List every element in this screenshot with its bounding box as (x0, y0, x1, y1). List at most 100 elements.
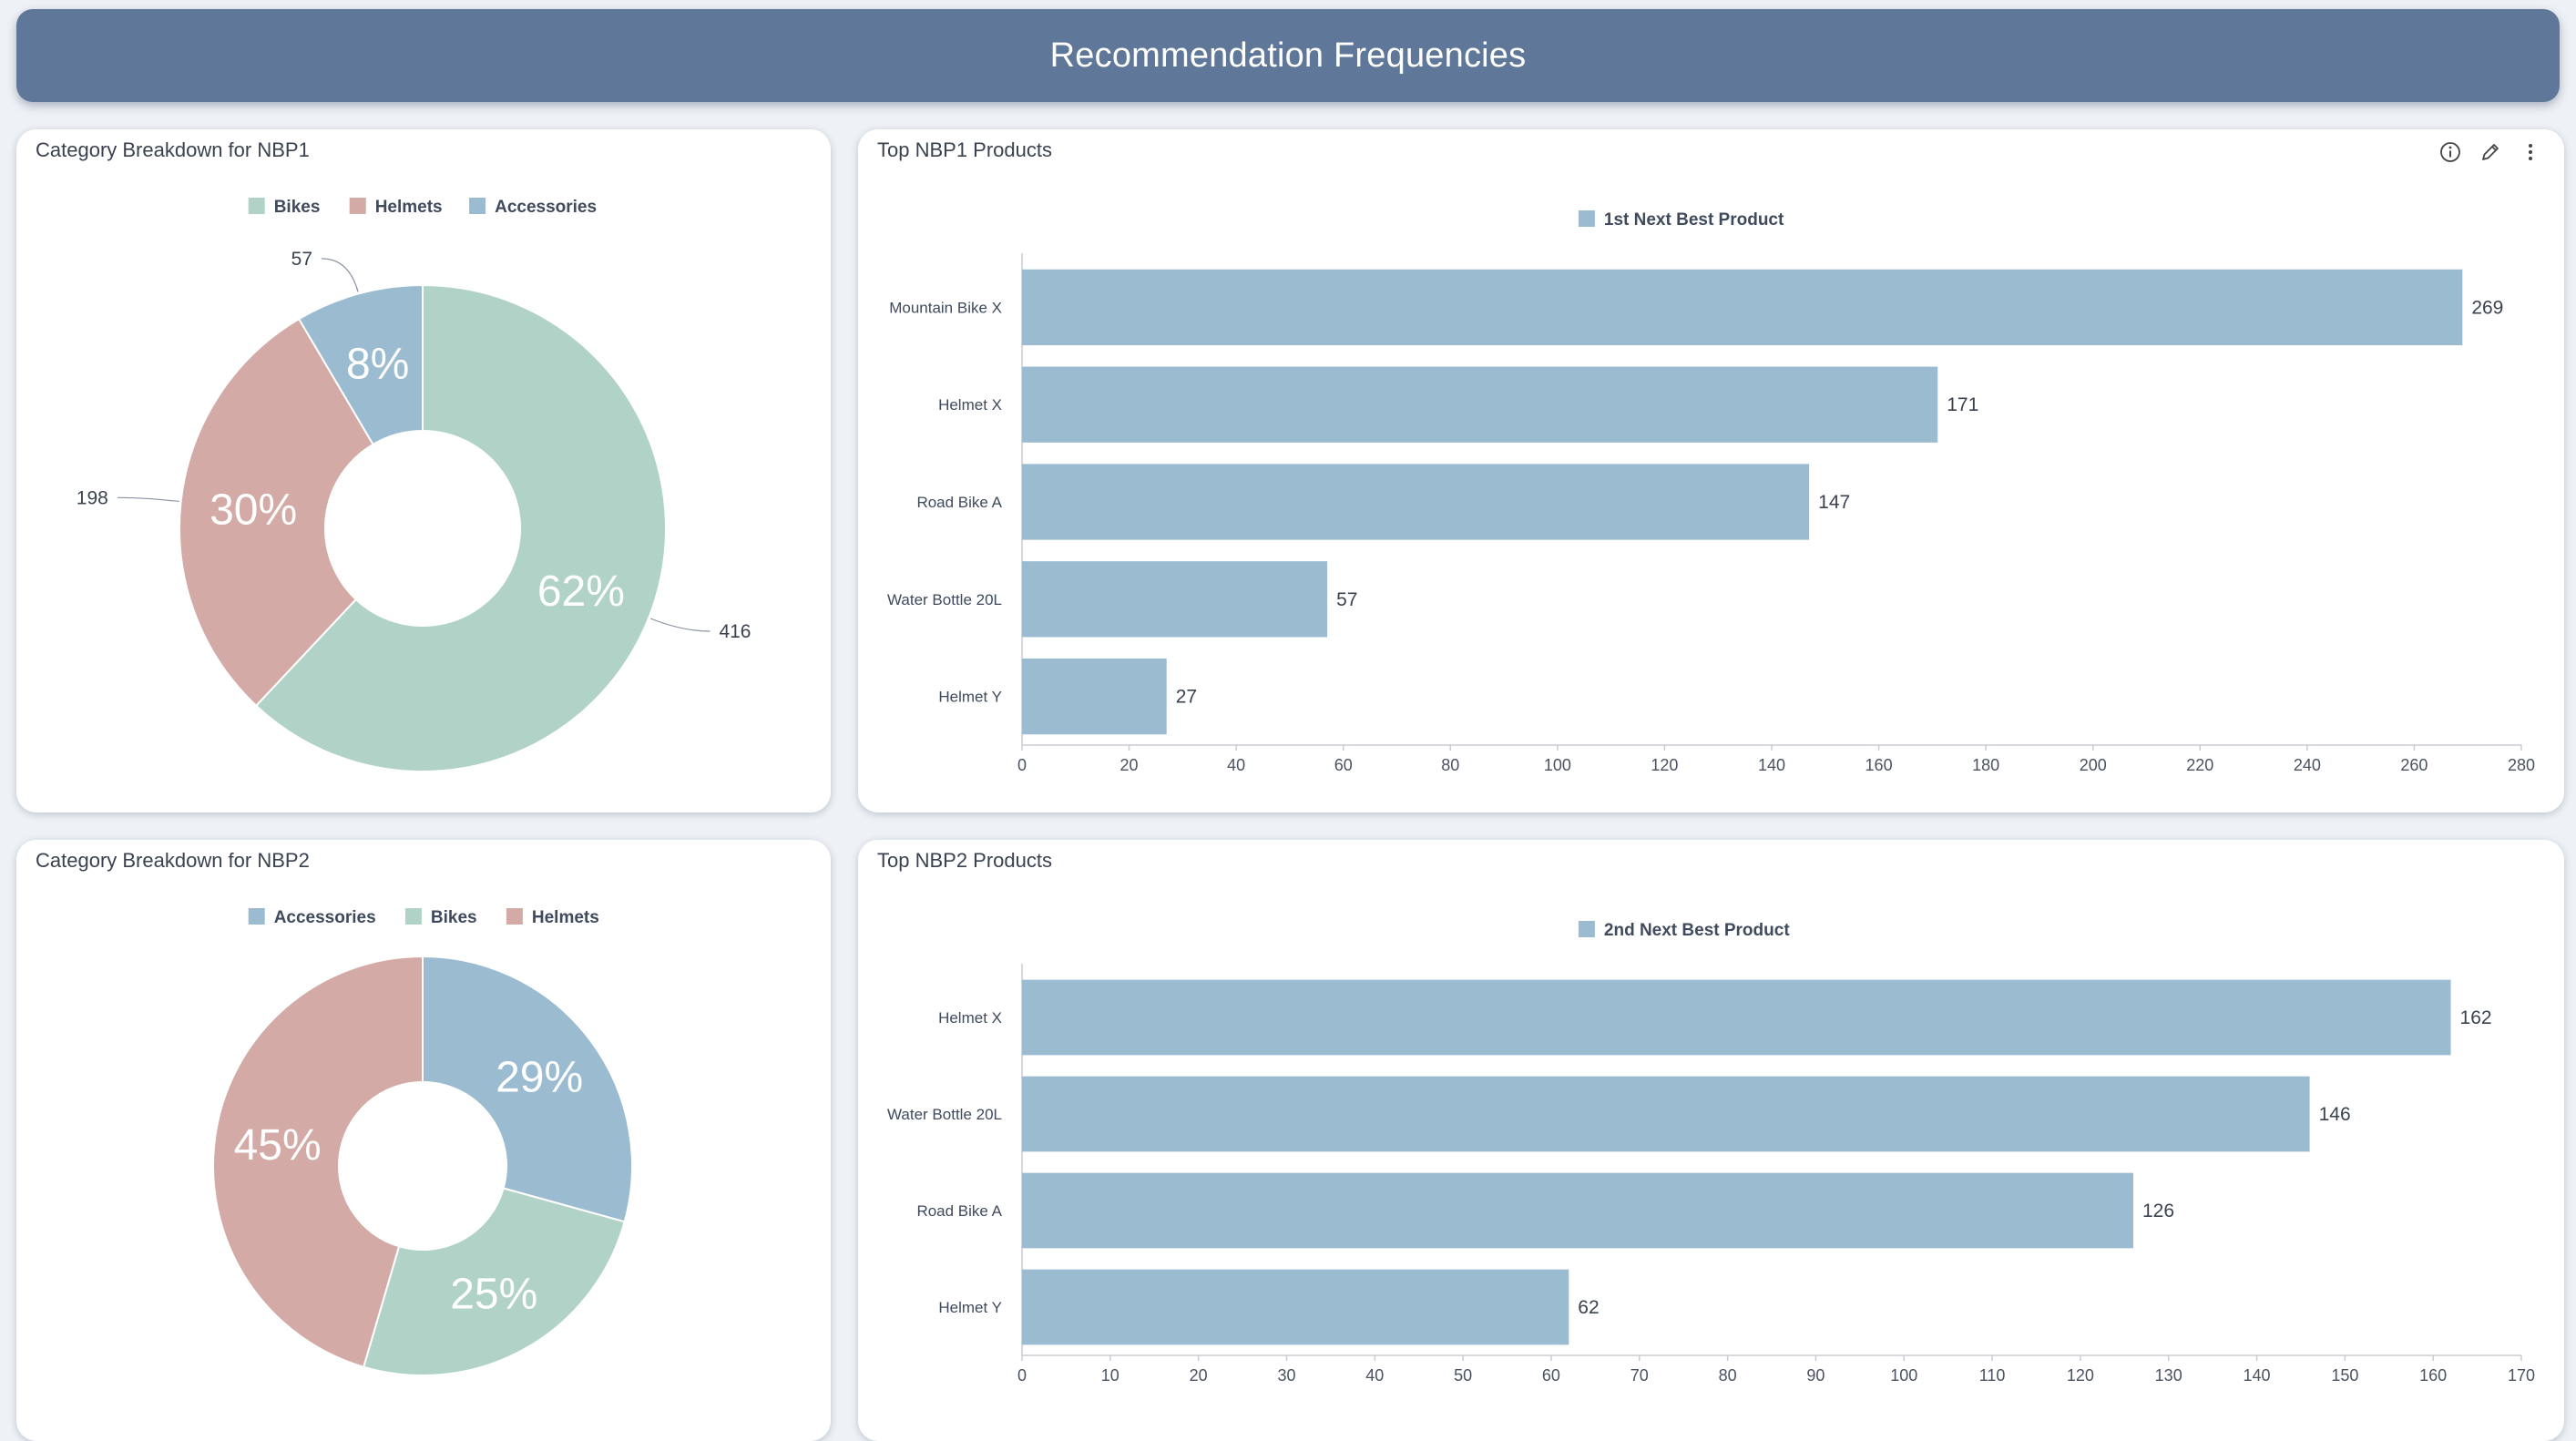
pie-percent-label-accessories: 8% (346, 341, 409, 389)
bar-helmet-y[interactable] (1022, 1269, 1569, 1345)
x-tick-label: 20 (1190, 1366, 1208, 1385)
pie-leader-line-accessories (322, 258, 359, 292)
category-label-road-bike-a: Road Bike A (916, 1202, 1002, 1220)
top-nbp1-products-panel: Top NBP1 Products 1st Next Best Product 0… (858, 129, 2564, 812)
category-label-water-bottle-20l: Water Bottle 20L (887, 591, 1002, 608)
x-tick-label: 140 (1758, 756, 1785, 774)
x-tick-label: 80 (1719, 1366, 1737, 1385)
bar-helmet-y[interactable] (1022, 658, 1167, 735)
pie-slice-accessories[interactable] (422, 955, 633, 1223)
legend-label-1st-next-best-product[interactable]: 1st Next Best Product (1604, 210, 1784, 230)
bar-road-bike-a[interactable] (1022, 1172, 2133, 1249)
x-tick-label: 120 (1651, 756, 1678, 774)
x-tick-label: 70 (1630, 1366, 1649, 1385)
legend-swatch-bikes (404, 908, 422, 925)
x-tick-label: 60 (1542, 1366, 1560, 1385)
x-tick-label: 0 (1017, 756, 1027, 774)
category-label-mountain-bike-x: Mountain Bike X (889, 299, 1002, 316)
x-tick-label: 20 (1120, 756, 1139, 774)
legend-swatch-2nd-next-best-product (1578, 921, 1595, 937)
category-label-helmet-y: Helmet Y (938, 689, 1002, 706)
pie-slice-bikes[interactable] (254, 283, 667, 772)
pie-leader-line-helmets (117, 496, 179, 503)
x-tick-label: 110 (1979, 1366, 2006, 1385)
pie-slice-accessories[interactable] (297, 283, 424, 446)
pie-percent-label-accessories: 29% (496, 1053, 583, 1101)
x-tick-label: 0 (1017, 1366, 1027, 1385)
bar-mountain-bike-x[interactable] (1022, 269, 2463, 346)
panel-title: Category Breakdown for NBP2 (36, 849, 310, 872)
legend-swatch-accessories (469, 198, 486, 214)
top-nbp2-products-panel: Top NBP2 Products 2nd Next Best Product 0… (858, 840, 2564, 1441)
dashboard-header: Recommendation Frequencies (16, 9, 2560, 102)
x-tick-label: 260 (2400, 756, 2428, 774)
nbp2-category-pie-chart: Accessories Bikes Helmets 29% 25% 45% (212, 908, 633, 1376)
page-title: Recommendation Frequencies (1049, 36, 1527, 75)
x-tick-label: 200 (2080, 756, 2107, 774)
pie-leader-line-bikes (649, 618, 710, 632)
x-tick-label: 160 (2419, 1366, 2447, 1385)
pie-percent-label-bikes: 25% (450, 1271, 537, 1319)
x-tick-label: 280 (2508, 756, 2535, 774)
panel-title: Top NBP1 Products (877, 138, 1052, 161)
panel-toolbar (2437, 138, 2544, 166)
x-tick-label: 220 (2186, 756, 2213, 774)
x-tick-label: 10 (1101, 1366, 1119, 1385)
legend-label-accessories[interactable]: Accessories (495, 198, 597, 217)
pie-percent-label-helmets: 30% (210, 485, 297, 534)
legend-label-bikes[interactable]: Bikes (431, 908, 477, 927)
legend-swatch-helmets (506, 908, 523, 925)
category-label-water-bottle-20l: Water Bottle 20L (887, 1106, 1002, 1123)
legend-label-accessories[interactable]: Accessories (274, 908, 376, 927)
nbp1-category-pie-chart: Bikes Helmets Accessories 62% 416 30% 198 8% 57 (77, 198, 751, 772)
bar-helmet-x[interactable] (1022, 366, 1938, 443)
bar-helmet-x[interactable] (1022, 979, 2451, 1056)
x-tick-label: 40 (1365, 1366, 1384, 1385)
legend-label-bikes[interactable]: Bikes (274, 198, 321, 217)
pie-slice-helmets[interactable] (179, 317, 374, 708)
bar-value-label-road-bike-a: 147 (1818, 492, 1850, 513)
pie-slice-helmets[interactable] (212, 955, 424, 1368)
x-tick-label: 100 (1544, 756, 1571, 774)
x-tick-label: 40 (1227, 756, 1245, 774)
category-label-helmet-x: Helmet X (938, 396, 1002, 414)
bar-value-label-road-bike-a: 126 (2142, 1201, 2174, 1221)
legend-label-2nd-next-best-product[interactable]: 2nd Next Best Product (1604, 921, 1790, 940)
panel-title: Top NBP2 Products (877, 849, 1052, 872)
bar-value-label-water-bottle-20l: 146 (2319, 1104, 2351, 1125)
bar-water-bottle-20l[interactable] (1022, 561, 1328, 638)
legend-swatch-bikes (248, 198, 265, 214)
legend-swatch-accessories (248, 908, 265, 925)
more-vertical-icon[interactable] (2517, 138, 2544, 166)
legend-label-helmets[interactable]: Helmets (375, 198, 443, 217)
bar-value-label-helmet-x: 171 (1947, 394, 1978, 415)
nbp1-category-breakdown-panel: Category Breakdown for NBP1 Bikes Helmets… (16, 129, 831, 812)
pie-percent-label-bikes: 62% (537, 567, 625, 616)
x-tick-label: 90 (1806, 1366, 1825, 1385)
x-tick-label: 50 (1454, 1366, 1472, 1385)
legend-label-helmets[interactable]: Helmets (532, 908, 599, 927)
bar-value-label-helmet-y: 27 (1176, 687, 1197, 708)
nbp2-category-breakdown-panel: Category Breakdown for NBP2 Accessories B… (16, 840, 831, 1441)
bar-value-label-mountain-bike-x: 269 (2471, 297, 2503, 318)
info-icon[interactable] (2437, 138, 2464, 166)
x-tick-label: 150 (2331, 1366, 2358, 1385)
bar-road-bike-a[interactable] (1022, 464, 1810, 540)
x-tick-label: 170 (2508, 1366, 2535, 1385)
x-tick-label: 130 (2155, 1366, 2182, 1385)
nbp1-products-bar-chart: 1st Next Best Product 0 20 40 60 80 100 120 140 1… (887, 210, 2535, 774)
pie-slice-bikes[interactable] (362, 1187, 626, 1376)
edit-icon[interactable] (2477, 138, 2504, 166)
bar-value-label-helmet-y: 62 (1578, 1297, 1599, 1318)
category-label-road-bike-a: Road Bike A (916, 494, 1002, 511)
pie-value-label-helmets: 198 (77, 487, 108, 508)
pie-value-label-accessories: 57 (291, 249, 312, 270)
x-tick-label: 240 (2294, 756, 2321, 774)
x-tick-label: 120 (2067, 1366, 2094, 1385)
nbp2-products-bar-chart: 2nd Next Best Product 0 10 20 30 40 50 60 70 80 90… (887, 921, 2535, 1385)
category-label-helmet-y: Helmet Y (938, 1299, 1002, 1316)
x-tick-label: 80 (1441, 756, 1459, 774)
x-tick-label: 60 (1334, 756, 1353, 774)
x-tick-label: 100 (1890, 1366, 1917, 1385)
bar-water-bottle-20l[interactable] (1022, 1076, 2310, 1152)
